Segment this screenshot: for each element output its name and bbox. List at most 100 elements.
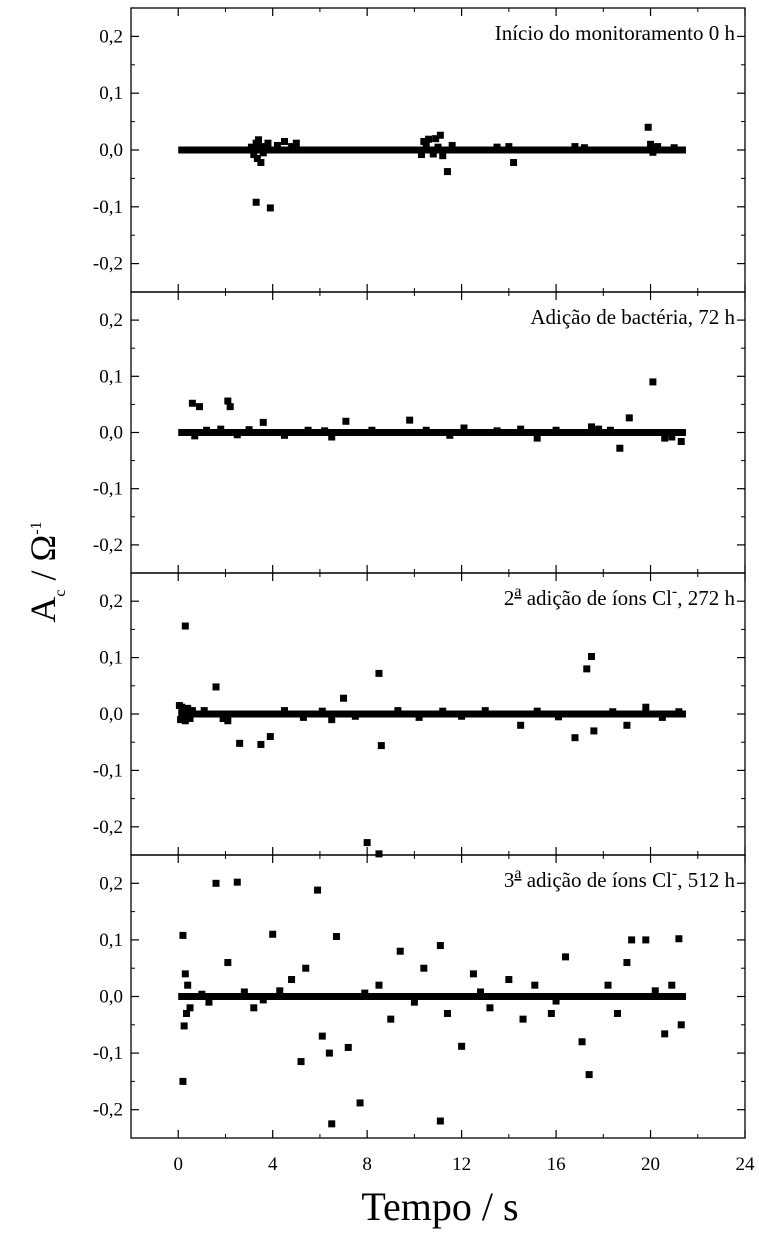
x-axis-title: Tempo / s (361, 1184, 518, 1229)
data-point (182, 1009, 190, 1017)
data-point (517, 721, 525, 729)
data-point (415, 713, 423, 721)
data-point (224, 397, 232, 405)
data-point (368, 426, 376, 434)
data-point (281, 137, 288, 145)
data-point (281, 431, 288, 439)
data-point (258, 143, 266, 151)
data-point (661, 434, 669, 442)
data-point (647, 140, 655, 148)
data-point (356, 1099, 364, 1107)
y-tick-label: -0,1 (93, 760, 123, 781)
data-point (583, 665, 591, 673)
data-point (259, 418, 267, 426)
data-point (181, 970, 189, 978)
data-point (651, 987, 659, 995)
data-point (434, 143, 442, 151)
data-point (186, 1004, 194, 1012)
y-tick-label: 0,0 (99, 987, 123, 1008)
data-point (281, 707, 288, 715)
data-point (578, 1038, 586, 1046)
data-point (184, 704, 192, 712)
data-point (212, 879, 220, 887)
data-point (460, 424, 468, 432)
data-point (425, 135, 433, 143)
y-tick-label: -0,2 (93, 535, 123, 556)
data-point (571, 143, 579, 151)
data-point (264, 139, 272, 147)
data-point (181, 622, 189, 630)
data-point (649, 148, 657, 156)
y-axis-title: Ac / Ω-1 (23, 521, 69, 622)
data-point (351, 712, 359, 720)
data-point (588, 423, 595, 431)
data-point (188, 399, 196, 407)
data-point (340, 694, 348, 702)
data-point (469, 970, 477, 978)
data-point (288, 143, 296, 151)
data-point (377, 742, 385, 750)
data-point (224, 959, 232, 967)
y-tick-label: 0,2 (99, 26, 123, 47)
data-point (436, 1117, 444, 1125)
data-point (432, 135, 440, 143)
panel-title: Início do monitoramento 0 h (495, 21, 736, 45)
data-point (448, 141, 456, 149)
data-point (417, 151, 425, 159)
data-point (642, 936, 650, 944)
data-point (590, 727, 598, 735)
data-point (304, 426, 312, 434)
x-tick-label: 4 (268, 1154, 278, 1175)
data-point (269, 930, 277, 938)
data-point (361, 989, 369, 997)
data-point (493, 143, 501, 151)
data-point (205, 998, 213, 1006)
data-point (184, 981, 192, 989)
data-point (613, 1009, 621, 1017)
y-tick-label: 0,2 (99, 873, 123, 894)
data-point (616, 444, 624, 452)
data-point (233, 878, 241, 886)
data-point (257, 158, 265, 166)
data-point (668, 433, 676, 441)
data-point (259, 996, 267, 1004)
data-point (552, 426, 560, 434)
data-point (439, 152, 447, 160)
data-point (510, 158, 518, 166)
y-tick-label: -0,1 (93, 479, 123, 500)
data-point (375, 850, 383, 858)
data-point (443, 168, 451, 176)
data-point (625, 414, 633, 422)
data-point (623, 721, 631, 729)
data-point (188, 707, 196, 715)
data-point (446, 431, 454, 439)
y-tick-label: 0,1 (99, 648, 123, 669)
data-point (328, 716, 336, 724)
panel-title: 3a adição de íons Cl-, 512 h (504, 865, 736, 892)
data-point (179, 1077, 187, 1085)
data-point (180, 1022, 188, 1030)
data-point (302, 964, 310, 972)
data-point (328, 433, 336, 441)
y-tick-label: -0,1 (93, 197, 123, 218)
data-point (318, 1032, 326, 1040)
data-point (436, 131, 444, 139)
data-point (233, 431, 241, 439)
data-point (675, 708, 683, 716)
data-point (477, 988, 485, 996)
data-point (458, 1042, 466, 1050)
data-point (328, 1120, 336, 1128)
data-point (533, 707, 541, 715)
x-tick-label: 0 (173, 1154, 183, 1175)
data-point (266, 204, 274, 212)
data-point (181, 717, 189, 725)
y-tick-label: 0,0 (99, 140, 123, 161)
y-tick-label: -0,2 (93, 817, 123, 838)
data-point (332, 933, 340, 941)
data-point (266, 733, 274, 741)
data-point (406, 416, 414, 424)
data-point (259, 149, 267, 157)
data-point (250, 151, 258, 159)
y-tick-label: -0,2 (93, 1100, 123, 1121)
data-point (321, 427, 329, 435)
